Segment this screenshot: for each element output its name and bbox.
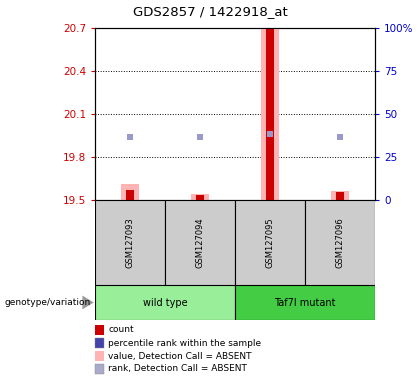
- Text: Taf7l mutant: Taf7l mutant: [274, 298, 336, 308]
- Text: GSM127095: GSM127095: [265, 217, 275, 268]
- Text: GSM127094: GSM127094: [195, 217, 205, 268]
- Text: GSM127093: GSM127093: [126, 217, 134, 268]
- Bar: [191, 194, 209, 200]
- Text: genotype/variation: genotype/variation: [4, 298, 90, 307]
- Bar: [126, 190, 134, 200]
- Bar: [261, 28, 279, 200]
- Bar: [196, 195, 204, 200]
- Bar: [235, 200, 305, 285]
- Bar: [165, 200, 235, 285]
- Bar: [305, 200, 375, 285]
- Bar: [95, 285, 235, 320]
- Bar: [336, 192, 344, 200]
- Text: rank, Detection Call = ABSENT: rank, Detection Call = ABSENT: [108, 364, 247, 374]
- Text: value, Detection Call = ABSENT: value, Detection Call = ABSENT: [108, 351, 252, 361]
- Bar: [266, 28, 274, 200]
- Text: count: count: [108, 326, 134, 334]
- Bar: [121, 184, 139, 200]
- Text: GSM127096: GSM127096: [336, 217, 344, 268]
- Polygon shape: [82, 296, 94, 310]
- Bar: [331, 191, 349, 200]
- Bar: [95, 200, 165, 285]
- Text: percentile rank within the sample: percentile rank within the sample: [108, 339, 262, 348]
- Text: GDS2857 / 1422918_at: GDS2857 / 1422918_at: [133, 5, 287, 18]
- Text: wild type: wild type: [143, 298, 187, 308]
- Bar: [235, 285, 375, 320]
